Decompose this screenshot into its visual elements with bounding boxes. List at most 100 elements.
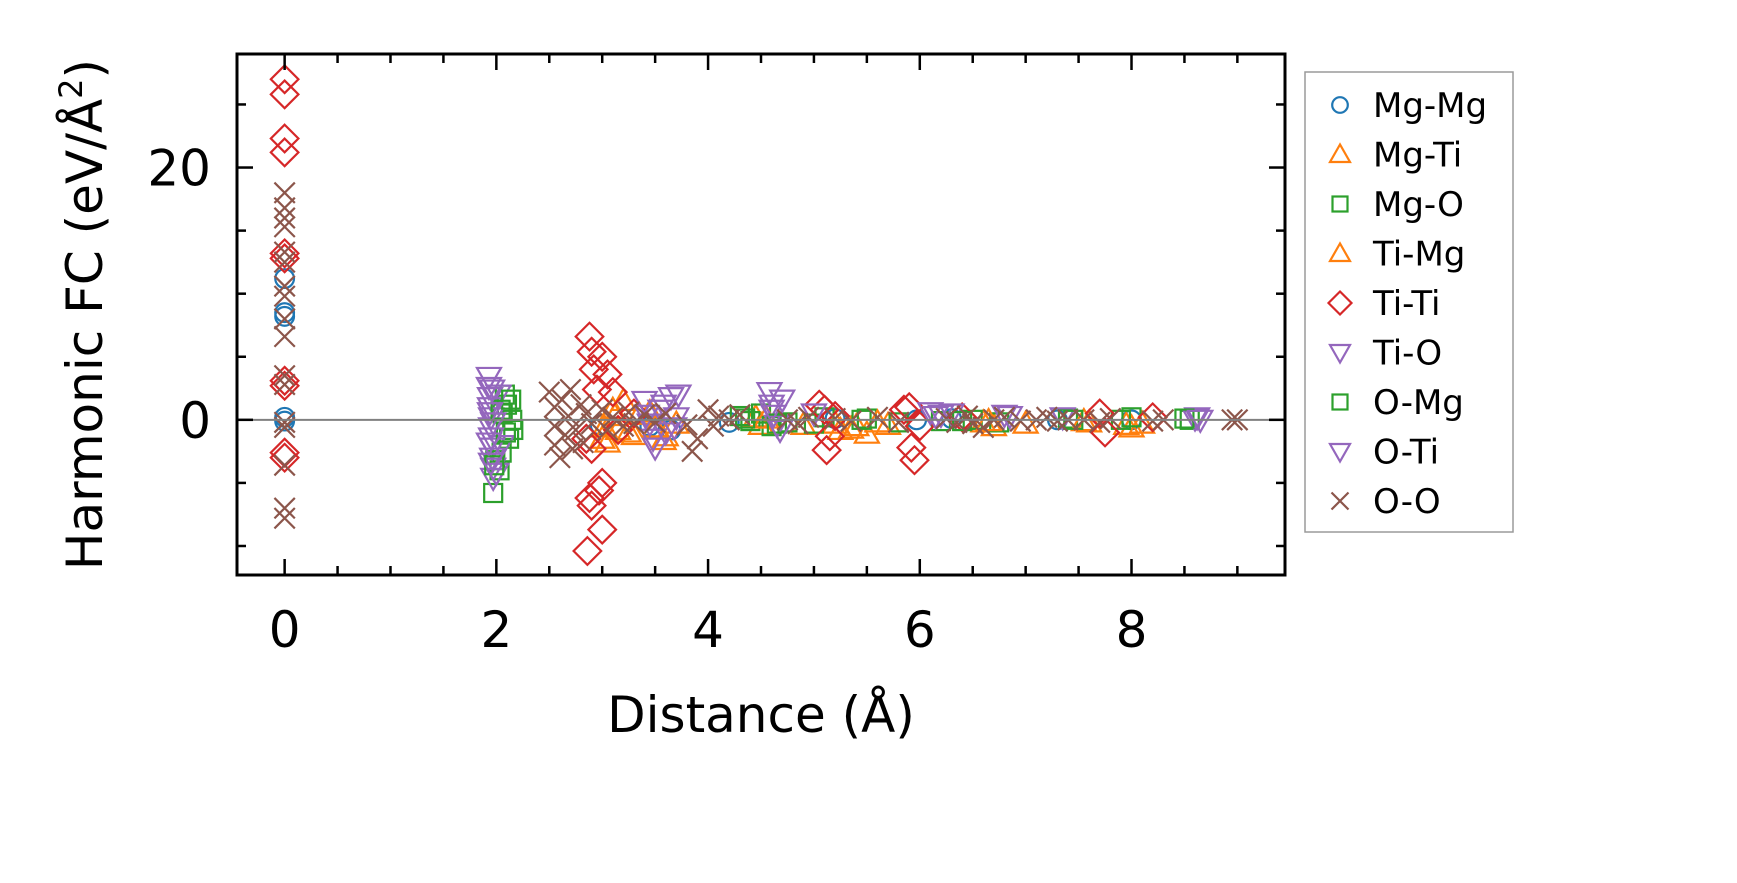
data-point-ti-ti — [269, 237, 300, 269]
data-point-mg-o — [503, 419, 524, 441]
data-point-o-o — [675, 413, 698, 436]
data-point-o-o — [273, 497, 296, 520]
data-point-mg-ti — [1128, 409, 1156, 434]
legend-marker-o-mg — [1331, 393, 1349, 411]
y-axis-title: Harmonic FC (eV/Å2) — [52, 59, 114, 570]
data-point-ti-ti — [1084, 398, 1116, 429]
data-point-o-o — [273, 307, 296, 330]
y-tick-label: 20 — [147, 140, 211, 198]
data-point-o-ti — [477, 452, 505, 477]
data-point-mg-mg — [274, 268, 296, 290]
data-point-o-o — [591, 398, 614, 421]
legend-label-o-mg: O-Mg — [1373, 383, 1464, 423]
data-point-ti-mg — [614, 418, 643, 443]
data-point-o-o — [548, 446, 571, 469]
data-point-o-o — [728, 403, 751, 426]
data-point-ti-ti — [269, 123, 300, 154]
legend-item-mg-mg: Mg-Mg — [1331, 86, 1487, 126]
data-point-o-o — [697, 398, 720, 421]
data-point-ti-ti — [592, 359, 623, 390]
data-point-ti-ti — [597, 376, 629, 408]
data-point-o-o — [1046, 410, 1069, 433]
y-axis-title-close: ) — [56, 59, 114, 79]
data-point-mg-ti — [842, 411, 871, 437]
data-point-ti-ti — [269, 137, 300, 168]
legend-item-o-o: O-O — [1330, 482, 1441, 522]
data-point-ti-o — [487, 434, 516, 460]
legend-marker-mg-mg — [1331, 96, 1349, 114]
data-point-mg-mg — [274, 305, 296, 327]
data-point-o-ti — [478, 379, 507, 404]
data-point-o-o — [601, 406, 624, 429]
legend-label-o-ti: O-Ti — [1373, 433, 1439, 473]
data-point-ti-ti — [572, 535, 603, 567]
data-point-o-o — [273, 285, 296, 308]
x-tick-label: 8 — [1116, 601, 1148, 659]
data-point-ti-ti — [819, 400, 851, 432]
legend-marker-ti-ti — [1326, 289, 1354, 317]
legend-item-ti-ti: Ti-Ti — [1326, 284, 1441, 324]
series-o-o — [273, 181, 1249, 530]
data-point-o-o — [1141, 410, 1164, 433]
data-point-o-o — [273, 196, 296, 219]
legend-label-mg-ti: Mg-Ti — [1373, 136, 1462, 176]
data-point-o-o — [273, 325, 296, 348]
data-point-o-o — [273, 364, 296, 387]
legend-label-ti-o: Ti-O — [1372, 334, 1442, 374]
data-point-ti-ti — [570, 423, 602, 455]
data-point-o-o — [273, 215, 296, 238]
data-point-o-o — [273, 411, 296, 434]
legend-label-o-o: O-O — [1373, 482, 1441, 522]
legend-label-mg-o: Mg-O — [1373, 185, 1464, 225]
data-point-mg-ti — [662, 409, 691, 434]
x-tick-label: 6 — [904, 601, 936, 659]
data-point-ti-ti — [814, 420, 846, 452]
data-point-ti-ti — [576, 336, 607, 368]
data-point-o-o — [559, 378, 582, 401]
data-point-ti-ti — [269, 79, 300, 110]
legend-marker-ti-mg — [1328, 241, 1352, 263]
data-point-o-o — [866, 406, 889, 429]
data-point-ti-ti — [583, 475, 615, 506]
legend-label-mg-mg: Mg-Mg — [1373, 86, 1487, 126]
legend-item-ti-mg: Ti-Mg — [1328, 235, 1465, 275]
legend-box — [1304, 71, 1514, 533]
legend-marker-ti-o — [1328, 343, 1352, 365]
x-tick-label: 4 — [692, 601, 724, 659]
plot-content — [269, 63, 1249, 567]
data-point-ti-ti — [895, 432, 927, 463]
legend-item-o-ti: O-Ti — [1328, 433, 1439, 473]
y-axis-title-superscript: 2 — [52, 78, 90, 98]
data-point-o-o — [797, 406, 820, 429]
data-point-mg-o — [1121, 407, 1142, 428]
y-axis-title-main: Harmonic FC (eV/Å — [56, 99, 114, 570]
data-point-ti-o — [916, 402, 945, 427]
y-tick-label: 0 — [179, 392, 211, 450]
x-axis-title: Distance (Å) — [607, 686, 915, 744]
data-point-o-o — [633, 403, 656, 426]
legend-marker-o-o — [1330, 491, 1350, 511]
data-point-ti-ti — [586, 514, 618, 545]
data-point-mg-o — [888, 412, 909, 433]
data-point-o-o — [572, 431, 595, 454]
data-point-ti-ti — [602, 414, 634, 446]
data-point-ti-ti — [888, 394, 920, 426]
data-point-o-o — [1099, 407, 1122, 430]
data-point-mg-mg — [274, 410, 296, 432]
data-point-mg-ti — [641, 413, 670, 438]
legend: Mg-Mg Mg-Ti Mg-O Ti-Mg Ti-Ti Ti-O O-Mg O-Ti O-O — [1304, 71, 1514, 533]
data-point-ti-ti — [269, 63, 300, 95]
data-point-ti-ti — [899, 444, 930, 476]
data-point-o-ti — [921, 405, 950, 431]
data-point-o-ti — [479, 412, 508, 437]
legend-marker-o-ti — [1328, 442, 1352, 464]
data-point-ti-ti — [269, 442, 300, 474]
data-point-ti-o — [755, 381, 784, 407]
legend-item-mg-o: Mg-O — [1331, 185, 1464, 225]
data-point-o-ti — [475, 432, 503, 457]
legend-label-ti-mg: Ti-Mg — [1372, 235, 1465, 275]
legend-marker-mg-o — [1331, 195, 1349, 213]
data-point-o-o — [644, 411, 667, 434]
data-point-ti-ti — [586, 341, 618, 373]
